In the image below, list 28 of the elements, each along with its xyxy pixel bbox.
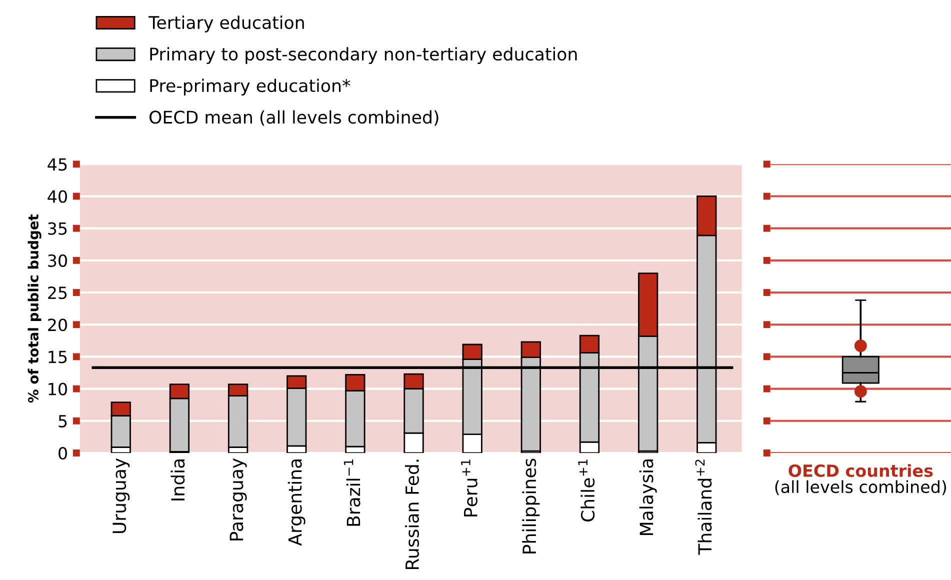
x-axis-title: (all levels combined) xyxy=(775,480,946,496)
y-tick-label: 10 xyxy=(48,382,67,396)
y-tick-label: 40 xyxy=(48,190,67,203)
x-tick-label: Brazil$^{−1}$ xyxy=(344,460,360,526)
y-tick-label: 45 xyxy=(48,158,67,171)
x-tick-label: India xyxy=(170,459,185,500)
legend-label: Primary to post-secondary non-tertiary education xyxy=(150,47,577,64)
y-tick-label: 30 xyxy=(48,254,67,267)
x-tick-label: Thailand$^{+2}$ xyxy=(695,460,712,555)
x-tick-label: Chile$^{+1}$ xyxy=(578,460,595,522)
x-tick-label: Malaysia xyxy=(639,459,657,535)
y-axis-title: % of total public budget xyxy=(28,214,42,403)
y-tick-label: 35 xyxy=(48,222,67,235)
x-tick-label: Argentina xyxy=(288,459,306,546)
y-tick-label: 0 xyxy=(58,446,67,460)
y-tick-label: 25 xyxy=(48,286,67,300)
x-tick-label: OECD countries xyxy=(788,464,933,477)
legend-label: Tertiary education xyxy=(148,16,304,32)
x-tick-label: Philippines xyxy=(522,458,540,554)
y-tick-label: 20 xyxy=(48,318,67,332)
x-tick-label: Russian Fed. xyxy=(405,460,419,570)
x-tick-label: Uruguay xyxy=(112,458,130,534)
y-tick-label: 15 xyxy=(48,350,67,364)
legend-label: OECD mean (all levels combined) xyxy=(150,110,438,126)
legend-label: Pre-primary education* xyxy=(150,78,350,96)
x-tick-label: Peru$^{+1}$ xyxy=(461,460,478,516)
x-tick-label: Paraguay xyxy=(230,458,247,540)
y-tick-label: 5 xyxy=(58,415,67,428)
